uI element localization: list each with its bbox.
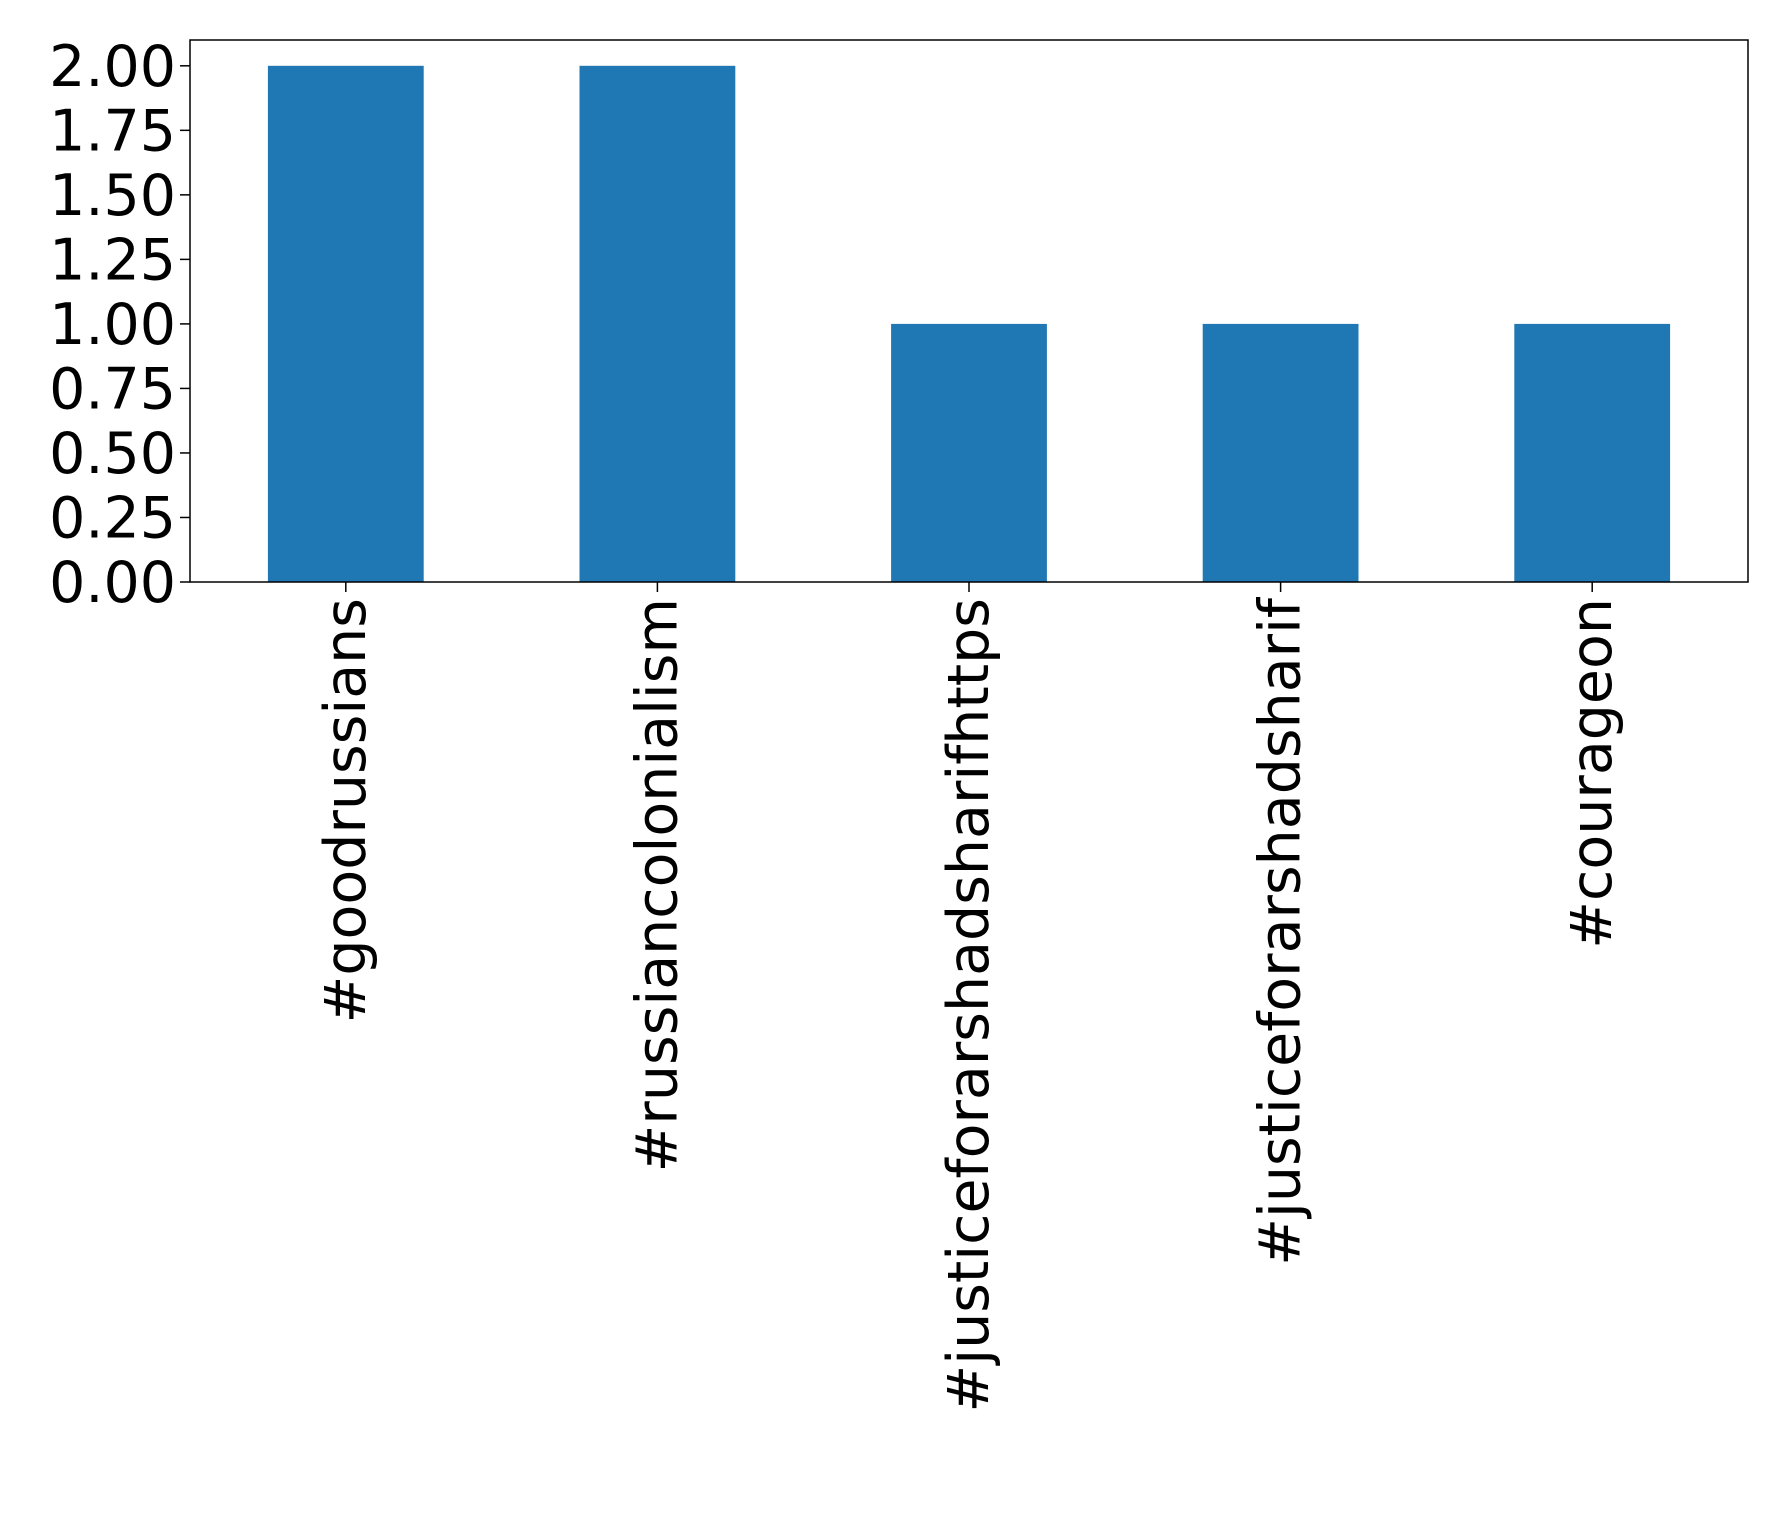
y-tick-label-1: 0.00	[49, 550, 176, 616]
y-tick-label-5: 1.00	[49, 292, 176, 358]
y-tick-label-7: 1.50	[49, 163, 176, 229]
x-tick-label-2: #russiancolonialism	[624, 598, 690, 1172]
x-tick-label-1: #goodrussians	[313, 598, 379, 1023]
y-tick-label-2: 0.25	[49, 485, 176, 551]
bar-4	[1202, 323, 1359, 582]
y-axis: 0.000.250.500.751.001.251.501.752.00	[49, 34, 190, 616]
bar-5	[1514, 323, 1671, 582]
bar-1	[267, 65, 424, 583]
x-tick-label-5: #courageon	[1559, 598, 1625, 949]
x-axis: #goodrussians #russiancolonialism #justice…	[313, 582, 1625, 1412]
y-tick-label-4: 0.75	[49, 356, 176, 422]
y-tick-label-6: 1.25	[49, 227, 176, 293]
bars-layer	[267, 65, 1671, 583]
bar-2	[579, 65, 736, 583]
y-tick-label-9: 2.00	[49, 34, 176, 100]
y-tick-label-8: 1.75	[49, 98, 176, 164]
x-tick-label-4: #justiceforarshadsharif	[1248, 596, 1314, 1266]
bar-3	[891, 323, 1047, 582]
y-tick-label-3: 0.50	[49, 421, 176, 487]
x-tick-label-3: #justiceforarshadsharifhttps	[936, 598, 1002, 1412]
